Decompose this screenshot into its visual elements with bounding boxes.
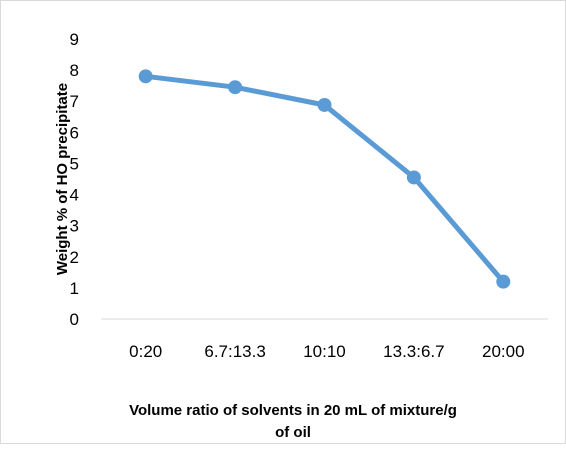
y-tick-label: 2 [70, 248, 79, 267]
data-point-marker [496, 274, 511, 289]
y-tick-label: 0 [70, 310, 79, 329]
x-tick-label: 0:20 [129, 342, 162, 361]
y-tick-label: 5 [70, 154, 79, 173]
data-point-marker [406, 170, 421, 185]
y-tick-label: 9 [70, 30, 79, 49]
y-tick-label: 7 [70, 92, 79, 111]
data-point-marker [138, 69, 153, 84]
y-tick-label: 4 [70, 186, 79, 205]
data-point-marker [228, 80, 243, 95]
y-tick-label: 3 [70, 217, 79, 236]
data-point-marker [317, 97, 332, 112]
x-axis-title-line-2: of oil [275, 424, 311, 441]
y-tick-label: 1 [70, 279, 79, 298]
x-tick-labels: 0:20 6.7:13.3 10:10 13.3:6.7 20:00 [129, 342, 524, 361]
series-markers [138, 69, 511, 289]
y-axis-title: Weight % of HO precipitate [54, 83, 71, 275]
y-tick-label: 6 [70, 123, 79, 142]
x-tick-label: 20:00 [482, 342, 525, 361]
x-axis-title-line-1: Volume ratio of solvents in 20 mL of mix… [129, 402, 457, 419]
y-tick-label: 8 [70, 61, 79, 80]
x-tick-label: 13.3:6.7 [383, 342, 444, 361]
x-tick-label: 6.7:13.3 [204, 342, 265, 361]
x-tick-label: 10:10 [303, 342, 346, 361]
y-tick-labels: 0 1 2 3 4 5 6 7 8 9 [70, 30, 79, 329]
